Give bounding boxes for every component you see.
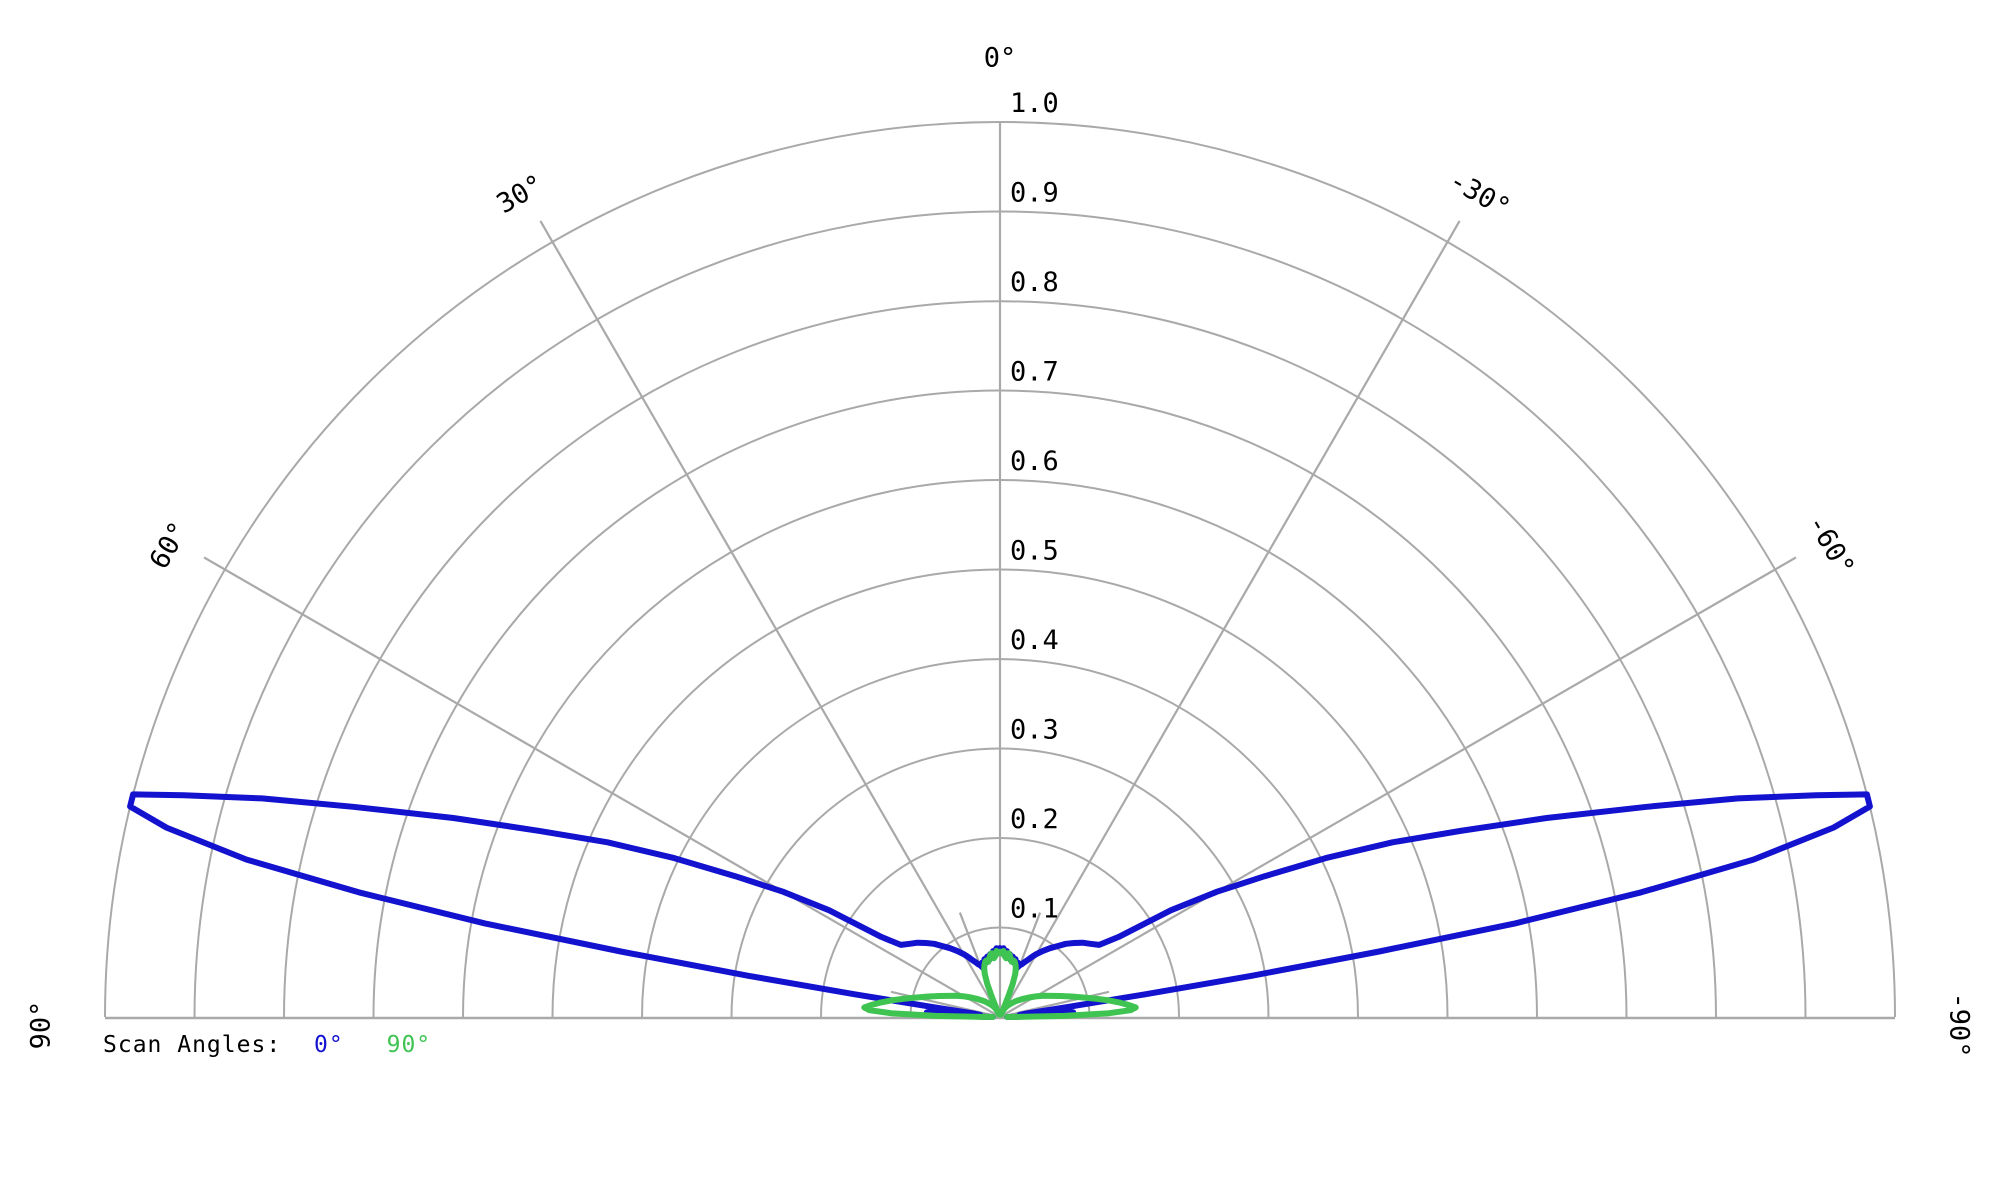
radial-label-0.3: 0.3 (1010, 715, 1059, 746)
angle-label--60: -60° (1801, 510, 1860, 582)
angle-label-60: 60° (144, 517, 195, 575)
angle-label-0: 0° (984, 43, 1017, 74)
radial-label-1.0: 1.0 (1010, 88, 1059, 119)
legend-title: Scan Angles: (103, 1032, 282, 1058)
series-scan-90-line (861, 947, 1139, 1020)
grid-spoke-tick--60 (1774, 556, 1797, 571)
radial-label-0.9: 0.9 (1010, 178, 1059, 209)
radial-label-0.5: 0.5 (1010, 536, 1059, 567)
radial-label-0.6: 0.6 (1010, 446, 1059, 477)
grid-spoke-tick--30 (1446, 220, 1461, 243)
grid-spoke--60 (999, 568, 1776, 1018)
polar-grid (104, 121, 1896, 1020)
radial-label-0.1: 0.1 (1010, 894, 1059, 925)
legend-item-scan-0: 0° (314, 1032, 344, 1058)
angle-label-30: 30° (492, 169, 550, 220)
angle-label--90: -90° (1943, 992, 1974, 1057)
legend: Scan Angles: 0° 90° (103, 1032, 431, 1058)
radial-label-0.4: 0.4 (1010, 625, 1059, 656)
grid-spoke-60 (224, 568, 1001, 1018)
series-scan-0-line (127, 791, 1873, 1020)
grid-spoke-tick-60 (203, 556, 226, 571)
radial-label-0.2: 0.2 (1010, 804, 1059, 835)
angle-label-90: 90° (26, 1001, 57, 1050)
grid-spoke--30 (999, 241, 1449, 1018)
grid-spoke-30 (551, 241, 1001, 1018)
radial-label-0.8: 0.8 (1010, 267, 1059, 298)
legend-item-scan-90: 90° (386, 1032, 432, 1058)
angle-label--30: -30° (1444, 165, 1516, 224)
grid-spoke-tick-30 (539, 220, 554, 243)
radial-label-0.7: 0.7 (1010, 357, 1059, 388)
